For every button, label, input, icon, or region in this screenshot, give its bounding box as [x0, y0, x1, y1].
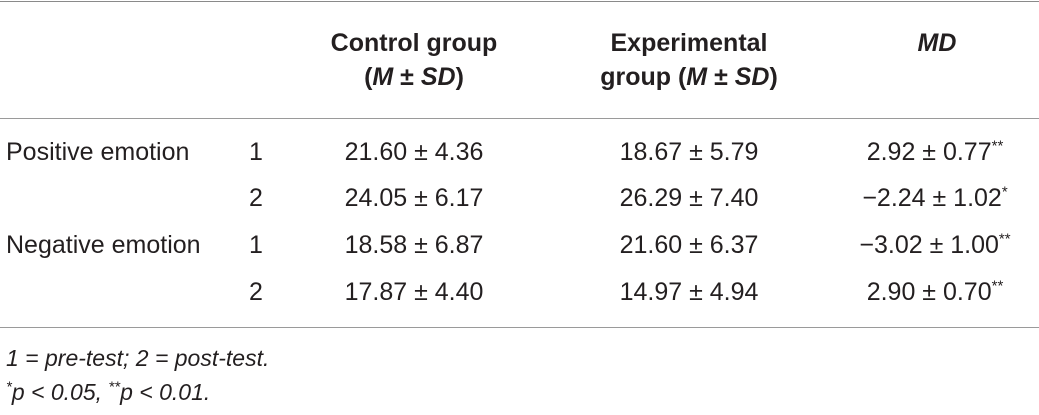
row-3-time: 1 — [249, 231, 263, 259]
row-label-negative-emotion: Negative emotion — [6, 231, 201, 259]
row-2-time: 2 — [249, 184, 263, 212]
table-note-significance: *p < 0.05, **p < 0.01. — [6, 378, 211, 405]
row-4-time: 2 — [249, 278, 263, 306]
header-experimental-line2: group (M ± SD) — [600, 63, 778, 91]
table-top-rule — [0, 1, 1039, 2]
header-experimental-line1: Experimental — [610, 29, 768, 57]
row-1-experimental: 18.67 ± 5.79 — [619, 138, 759, 166]
row-1-time: 1 — [249, 138, 263, 166]
header-experimental-group: Experimental group (M ± SD) — [600, 26, 778, 94]
table-bottom-rule — [0, 327, 1039, 328]
row-1-control: 21.60 ± 4.36 — [344, 138, 484, 166]
row-4-experimental: 14.97 ± 4.94 — [619, 278, 759, 306]
row-1-md: 2.92 ± 0.77** — [866, 137, 1004, 166]
table-note-timepoints: 1 = pre-test; 2 = post-test. — [6, 345, 270, 371]
header-control-line2: (M ± SD) — [364, 63, 464, 91]
row-2-experimental: 26.29 ± 7.40 — [619, 184, 759, 212]
header-md-label: MD — [917, 29, 957, 57]
row-2-control: 24.05 ± 6.17 — [344, 184, 484, 212]
row-3-experimental: 21.60 ± 6.37 — [619, 231, 759, 259]
header-md: MD — [918, 26, 957, 60]
row-label-positive-emotion: Positive emotion — [6, 138, 190, 166]
header-control-line1: Control group — [330, 29, 498, 57]
row-2-md: −2.24 ± 1.02* — [862, 183, 1008, 212]
row-3-control: 18.58 ± 6.87 — [344, 231, 484, 259]
row-3-md: −3.02 ± 1.00** — [859, 230, 1011, 259]
header-bottom-rule — [0, 118, 1039, 119]
row-4-md: 2.90 ± 0.70** — [866, 277, 1004, 306]
header-control-group: Control group (M ± SD) — [331, 26, 498, 94]
row-4-control: 17.87 ± 4.40 — [344, 278, 484, 306]
